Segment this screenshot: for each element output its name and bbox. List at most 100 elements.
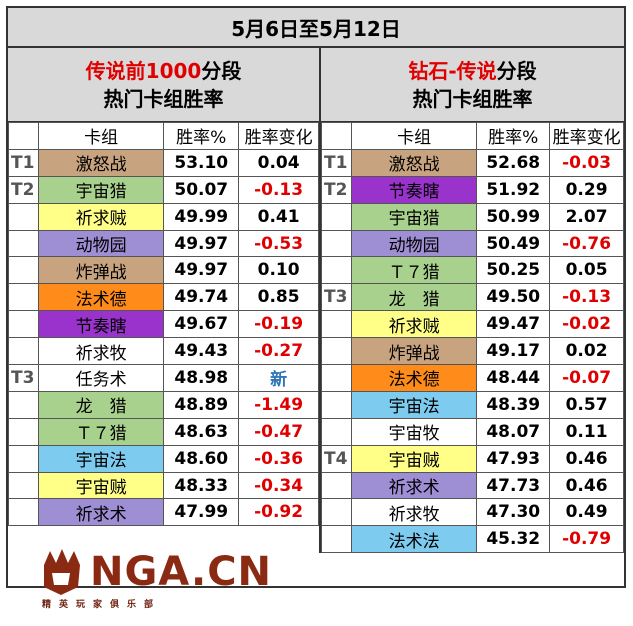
win-rate-change: 0.29 <box>549 175 624 204</box>
win-rate-change: 2.07 <box>549 202 624 231</box>
left-header-suffix: 分段 <box>201 58 242 83</box>
win-rate: 48.39 <box>476 390 551 419</box>
win-rate: 48.98 <box>163 364 240 392</box>
win-rate: 49.43 <box>163 337 240 366</box>
tier-label <box>321 364 352 392</box>
win-rate: 47.30 <box>476 498 551 527</box>
right-header-suffix: 分段 <box>496 58 537 83</box>
table-row: 节奏瞎 49.67 -0.19 <box>8 310 319 339</box>
tier-label <box>8 337 39 366</box>
deck-name: 任务术 <box>37 364 165 392</box>
tier-label <box>8 471 39 500</box>
table-row: T2 宇宙猎 50.07 -0.13 <box>8 175 319 204</box>
win-rate-change: 0.04 <box>238 148 319 177</box>
win-rate: 50.99 <box>476 202 551 231</box>
win-rate: 52.68 <box>476 148 551 177</box>
table-row: 法术德 48.44 -0.07 <box>321 364 624 392</box>
win-rate-change: -0.36 <box>238 444 319 473</box>
column-header-deck: 卡组 <box>37 122 165 150</box>
deck-name: 炸弹战 <box>37 256 165 285</box>
win-rate: 49.74 <box>163 283 240 312</box>
table-row: T2 节奏瞎 51.92 0.29 <box>321 175 624 204</box>
win-rate-change: -0.02 <box>549 310 624 339</box>
tier-label <box>8 417 39 446</box>
table-row: 动物园 49.97 -0.53 <box>8 229 319 258</box>
left-header-bracket: 传说前1000 <box>85 58 202 83</box>
win-rate-change: -0.13 <box>549 283 624 312</box>
deck-name: 宇宙牧 <box>350 417 478 446</box>
tier-label <box>8 390 39 419</box>
deck-name: 炸弹战 <box>350 337 478 366</box>
win-rate: 47.93 <box>476 444 551 473</box>
win-rate: 48.44 <box>476 364 551 392</box>
deck-name: 龙 猎 <box>37 390 165 419</box>
tier-label <box>321 202 352 231</box>
table-row: T1 激怒战 53.10 0.04 <box>8 148 319 177</box>
win-rate-change: 0.85 <box>238 283 319 312</box>
win-rate-change: 0.57 <box>549 390 624 419</box>
left-panel-header: 传说前1000分段 热门卡组胜率 <box>8 48 319 122</box>
win-rate: 50.49 <box>476 229 551 258</box>
tier-label <box>321 229 352 258</box>
win-rate-change: -0.13 <box>238 175 319 204</box>
win-rate-change: 0.10 <box>238 256 319 285</box>
tier-label <box>321 310 352 339</box>
tier-label <box>8 498 39 527</box>
win-rate: 48.60 <box>163 444 240 473</box>
tier-label <box>321 471 352 500</box>
win-rate-change: -0.76 <box>549 229 624 258</box>
right-panel-header: 钻石-传说分段 热门卡组胜率 <box>321 48 624 122</box>
table-row: T3 任务术 48.98 新 <box>8 364 319 392</box>
win-rate-change: 0.46 <box>549 471 624 500</box>
deck-name: 法术法 <box>350 525 478 554</box>
table-row: 宇宙法 48.60 -0.36 <box>8 444 319 473</box>
right-header-subtitle: 热门卡组胜率 <box>412 86 533 111</box>
table-row: Ｔ７猎 50.25 0.05 <box>321 256 624 285</box>
win-rate-change: 0.41 <box>238 202 319 231</box>
deck-name: 宇宙贼 <box>350 444 478 473</box>
bear-paw-icon <box>44 549 80 595</box>
tier-label <box>321 337 352 366</box>
win-rate: 45.32 <box>476 525 551 554</box>
win-rate: 49.17 <box>476 337 551 366</box>
tier-label <box>8 202 39 231</box>
table-row: T3 龙 猎 49.50 -0.13 <box>321 283 624 312</box>
win-rate-change: -0.79 <box>549 525 624 554</box>
win-rate-change: 新 <box>238 364 319 392</box>
right-panel: 钻石-传说分段 热门卡组胜率 卡组 胜率% 胜率变化 T1 激怒战 52.68 -0.… <box>319 48 624 554</box>
win-rate-change: 0.11 <box>549 417 624 446</box>
win-rate-change: -0.19 <box>238 310 319 339</box>
win-rate-change: -0.53 <box>238 229 319 258</box>
win-rate: 51.92 <box>476 175 551 204</box>
tier-label <box>8 229 39 258</box>
deck-name: Ｔ７猎 <box>37 417 165 446</box>
deck-name: 宇宙贼 <box>37 471 165 500</box>
table-row: 宇宙贼 48.33 -0.34 <box>8 471 319 500</box>
table-row: 炸弹战 49.17 0.02 <box>321 337 624 366</box>
tier-label <box>321 256 352 285</box>
left-panel: 传说前1000分段 热门卡组胜率 卡组 胜率% 胜率变化 T1 激怒战 53.10 0… <box>8 48 319 610</box>
tier-label <box>8 256 39 285</box>
tier-label: T1 <box>321 148 352 177</box>
tier-label <box>8 283 39 312</box>
table-row: 龙 猎 48.89 -1.49 <box>8 390 319 419</box>
win-rate: 48.89 <box>163 390 240 419</box>
win-rate: 53.10 <box>163 148 240 177</box>
win-rate-change: -0.92 <box>238 498 319 527</box>
win-rate-change: -0.34 <box>238 471 319 500</box>
tier-label: T4 <box>321 444 352 473</box>
deck-name: 动物园 <box>350 229 478 258</box>
deck-name: 祈求贼 <box>350 310 478 339</box>
tier-label: T2 <box>8 175 39 204</box>
table-row: 宇宙牧 48.07 0.11 <box>321 417 624 446</box>
table-row: 祈求贼 49.47 -0.02 <box>321 310 624 339</box>
table-row: 祈求牧 49.43 -0.27 <box>8 337 319 366</box>
deck-name: 宇宙法 <box>350 390 478 419</box>
tier-label: T3 <box>8 364 39 392</box>
deck-name: 激怒战 <box>350 148 478 177</box>
win-rate-change: -0.47 <box>238 417 319 446</box>
table-row: 炸弹战 49.97 0.10 <box>8 256 319 285</box>
deck-name: 龙 猎 <box>350 283 478 312</box>
column-header-change: 胜率变化 <box>549 122 624 150</box>
left-table: 卡组 胜率% 胜率变化 T1 激怒战 53.10 0.04 T2 宇宙猎 50.07 -0.1… <box>8 122 319 527</box>
